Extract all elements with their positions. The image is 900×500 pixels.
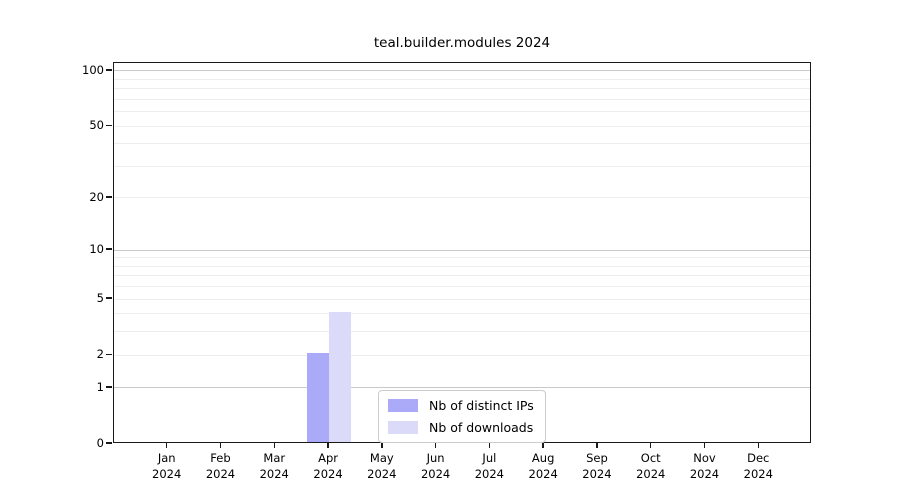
major-gridline xyxy=(114,249,810,251)
y-axis-tick xyxy=(106,69,112,71)
y-axis-tick-label: 0 xyxy=(96,436,104,450)
x-axis-tick-label: Dec 2024 xyxy=(743,451,773,481)
x-axis-tick-label: Sep 2024 xyxy=(582,451,612,481)
minor-gridline xyxy=(114,88,810,90)
minor-gridline xyxy=(114,354,810,356)
x-axis-tick xyxy=(596,443,598,448)
x-axis-tick xyxy=(650,443,652,448)
x-axis-tick-label: Jun 2024 xyxy=(420,451,451,481)
x-axis-tick xyxy=(488,443,491,448)
legend-label-distinct-ips: Nb of distinct IPs xyxy=(429,398,534,413)
legend-swatch-distinct-ips-icon xyxy=(388,399,418,412)
x-axis-tick-label: Aug 2024 xyxy=(528,451,558,481)
x-axis-tick-label: Jul 2024 xyxy=(474,451,505,481)
y-axis-tick-label: 10 xyxy=(89,242,104,257)
legend-entry-distinct-ips: Nb of distinct IPs xyxy=(388,398,534,413)
x-axis-tick-label: Apr 2024 xyxy=(313,451,343,481)
y-axis-tick xyxy=(106,248,112,250)
y-axis-tick-label: 50 xyxy=(89,118,104,133)
major-gridline xyxy=(114,387,810,389)
plot-area: Nb of distinct IPs Nb of downloads xyxy=(113,62,811,443)
y-axis-tick xyxy=(106,353,112,355)
x-axis-tick xyxy=(434,443,437,448)
minor-gridline xyxy=(114,298,810,300)
x-axis-tick xyxy=(327,443,329,448)
x-axis-tick xyxy=(542,443,544,448)
minor-gridline xyxy=(114,111,810,113)
x-axis-tick-label: Mar 2024 xyxy=(259,451,289,481)
x-axis-tick xyxy=(381,443,383,448)
x-axis-tick-label: Feb 2024 xyxy=(205,451,236,481)
legend-entry-downloads: Nb of downloads xyxy=(388,420,534,435)
x-axis-tick xyxy=(273,443,275,448)
x-axis-tick-label: May 2024 xyxy=(367,451,397,481)
y-axis-tick-label: 2 xyxy=(96,347,104,362)
y-axis-tick-label: 100 xyxy=(82,62,104,77)
minor-gridline xyxy=(114,98,810,100)
legend-swatch-downloads-icon xyxy=(388,421,418,434)
minor-gridline xyxy=(114,257,810,259)
y-axis-tick xyxy=(106,386,112,388)
y-axis-tick xyxy=(106,196,112,198)
y-axis-tick xyxy=(106,297,112,299)
minor-gridline xyxy=(114,125,810,127)
y-axis-tick xyxy=(106,124,112,126)
legend: Nb of distinct IPs Nb of downloads xyxy=(378,390,546,443)
x-axis-tick xyxy=(166,443,168,448)
minor-gridline xyxy=(114,313,810,315)
x-axis-tick xyxy=(703,443,706,448)
major-gridline xyxy=(114,70,810,72)
y-axis-tick-label: 20 xyxy=(89,189,104,204)
x-axis-tick-label: Oct 2024 xyxy=(636,451,666,481)
x-axis-tick-label: Nov 2024 xyxy=(689,451,720,481)
minor-gridline xyxy=(114,286,810,288)
x-axis-tick xyxy=(219,443,222,448)
minor-gridline xyxy=(114,197,810,199)
y-axis-tick-label: 5 xyxy=(96,291,104,306)
y-axis-tick xyxy=(106,442,112,444)
minor-gridline xyxy=(114,78,810,80)
minor-gridline xyxy=(114,143,810,145)
x-axis-tick xyxy=(757,443,759,448)
chart-title: teal.builder.modules 2024 xyxy=(373,35,551,51)
minor-gridline xyxy=(114,331,810,333)
bar-nb-of-distinct-ips xyxy=(306,353,330,442)
minor-gridline xyxy=(114,165,810,167)
minor-gridline xyxy=(114,275,810,277)
y-axis-tick-label: 1 xyxy=(96,379,104,394)
bar-nb-of-downloads xyxy=(329,311,352,442)
legend-label-downloads: Nb of downloads xyxy=(429,420,534,435)
minor-gridline xyxy=(114,265,810,267)
x-axis-tick-label: Jan 2024 xyxy=(152,451,182,481)
